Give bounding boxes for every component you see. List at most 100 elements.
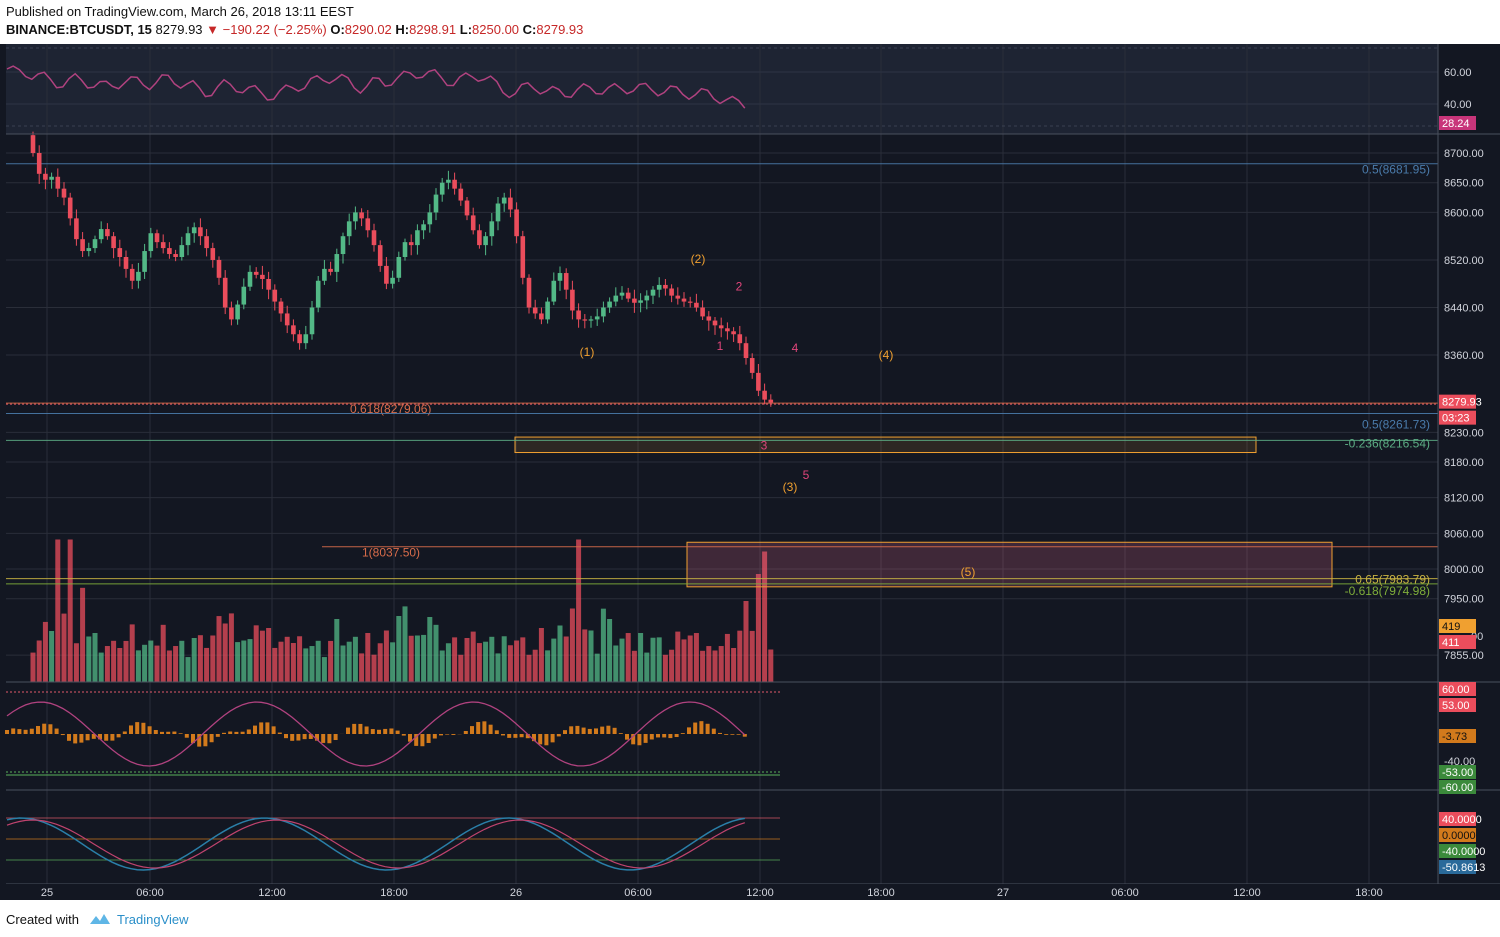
candle[interactable] [185,226,191,256]
candle[interactable] [650,286,656,304]
candle[interactable] [681,292,687,307]
candle[interactable] [402,238,408,261]
candle[interactable] [340,232,346,264]
candle[interactable] [353,206,358,230]
tradingview-brand-link[interactable]: TradingView [117,912,189,927]
candle[interactable] [458,183,464,206]
time-axis[interactable]: 25 06:00 12:00 18:00 26 06:00 12:00 18:00 27 06:0… [0,884,1500,900]
candle[interactable] [762,383,767,405]
candle[interactable] [427,204,433,233]
candle[interactable] [594,308,600,326]
candle[interactable] [148,227,154,258]
candle[interactable] [421,220,426,240]
candle[interactable] [278,298,284,322]
candle[interactable] [514,202,519,244]
candle[interactable] [160,234,166,254]
candle[interactable] [154,229,160,249]
candle[interactable] [613,287,619,307]
candle[interactable] [142,243,147,279]
candle[interactable] [663,278,668,296]
candle[interactable] [687,296,693,308]
candle[interactable] [539,307,544,325]
candle[interactable] [725,322,730,340]
candle[interactable] [669,284,674,303]
candle[interactable] [644,290,650,310]
candle[interactable] [334,248,340,282]
candle[interactable] [105,223,110,240]
candle[interactable] [260,265,265,290]
candle[interactable] [315,276,321,313]
candle[interactable] [731,327,736,342]
candle[interactable] [359,208,364,227]
candle[interactable] [309,300,315,340]
candle[interactable] [43,167,48,190]
candle[interactable] [123,250,129,278]
candle[interactable] [495,196,501,231]
candle[interactable] [545,297,550,324]
candle[interactable] [576,303,581,328]
candle[interactable] [508,188,513,218]
candle[interactable] [439,177,445,202]
candle[interactable] [86,242,92,257]
candle[interactable] [266,271,271,300]
candle[interactable] [303,325,309,350]
candle[interactable] [49,172,54,189]
candle[interactable] [377,240,383,272]
candle[interactable] [526,274,532,314]
candle[interactable] [67,192,73,226]
candle[interactable] [632,289,637,313]
candle[interactable] [328,261,333,276]
candle[interactable] [551,272,557,306]
candle[interactable] [501,192,507,212]
candle[interactable] [297,330,302,350]
candle[interactable] [291,319,296,342]
candle[interactable] [272,284,278,311]
candle[interactable] [619,286,625,300]
symbol-label[interactable]: BINANCE:BTCUSDT, 15 [6,22,152,37]
candle[interactable] [607,297,612,313]
candle[interactable] [229,301,234,326]
candle[interactable] [74,209,79,246]
candle[interactable] [520,230,526,285]
candle[interactable] [446,170,451,190]
candle[interactable] [173,249,178,262]
candle[interactable] [30,131,36,157]
candle[interactable] [179,236,185,261]
candle[interactable] [396,251,402,282]
candle[interactable] [284,305,290,334]
candle[interactable] [700,300,705,320]
candle[interactable] [111,232,116,259]
candle[interactable] [98,221,104,244]
candle[interactable] [390,270,395,289]
candle[interactable] [253,267,259,279]
candle[interactable] [768,394,774,407]
candle[interactable] [346,213,352,246]
candle[interactable] [415,224,420,255]
candle[interactable] [129,264,135,290]
candle[interactable] [675,287,681,305]
candle[interactable] [588,315,594,328]
candle[interactable] [204,229,209,257]
candle[interactable] [483,232,488,256]
candle[interactable] [601,301,606,323]
candle[interactable] [384,257,389,290]
candle[interactable] [198,218,203,246]
candle[interactable] [92,235,98,253]
trading-chart[interactable]: 0.5(8681.95) 0.618(8279.06) 0.5(8261.73) -0… [0,44,1500,900]
candle[interactable] [371,223,377,252]
candle[interactable] [247,265,253,291]
candle[interactable] [464,196,470,221]
candle[interactable] [433,188,439,221]
candle[interactable] [241,278,247,310]
candle[interactable] [408,234,414,256]
candle[interactable] [55,168,61,197]
candle[interactable] [136,262,141,289]
candle[interactable] [694,293,699,312]
candle[interactable] [452,172,457,195]
candle[interactable] [563,268,569,300]
candle[interactable] [322,259,327,285]
candle[interactable] [222,270,228,315]
price-axis[interactable]: 8700.00 8650.00 8600.00 8520.00 8440.00 8360.… [1439,67,1485,874]
candle[interactable] [61,182,67,206]
candle[interactable] [477,224,482,249]
